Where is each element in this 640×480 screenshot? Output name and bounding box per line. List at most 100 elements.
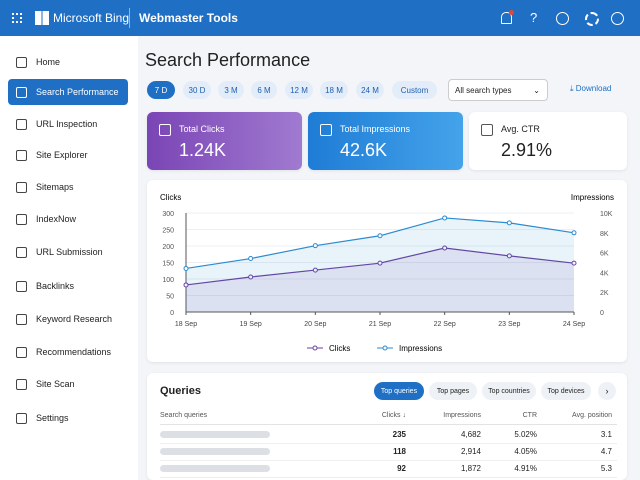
- nav-item[interactable]: Site Explorer: [8, 142, 128, 168]
- point: [377, 233, 383, 239]
- range-button[interactable]: 7 D: [147, 81, 175, 99]
- chart-card: Clicks Impressions 0 50 100 150 200 250 300 0 2K 4K…: [147, 180, 627, 362]
- ctr-card[interactable]: Avg. CTR 2.91%: [469, 112, 627, 170]
- app-launcher[interactable]: [12, 13, 22, 23]
- download-label: Download: [575, 84, 612, 93]
- nav-label: URL Submission: [36, 247, 103, 257]
- query-placeholder: [160, 431, 270, 438]
- card-value: 2.91%: [501, 140, 553, 160]
- nav-item[interactable]: Recommendations: [8, 339, 128, 365]
- range-button[interactable]: 30 D: [183, 81, 211, 99]
- area: [186, 217, 574, 312]
- clicks-card[interactable]: Total Clicks 1.24K: [147, 112, 302, 170]
- tabs-next[interactable]: ›: [598, 382, 616, 400]
- x-tick-label: 23 Sep: [498, 321, 520, 328]
- card-value: 42.6K: [340, 140, 388, 160]
- nav-label: Recommendations: [36, 347, 112, 357]
- brand: Microsoft Bing: [53, 11, 130, 25]
- logo: [35, 11, 49, 25]
- y-tick-label: 200: [162, 244, 174, 251]
- divider: [160, 460, 617, 461]
- feedback[interactable]: [556, 12, 569, 25]
- notifications[interactable]: [501, 12, 512, 24]
- cell: 4.91%: [514, 464, 537, 473]
- x-tick-label: 20 Sep: [304, 321, 326, 328]
- nav-label: Home: [36, 57, 61, 67]
- nav-item[interactable]: Keyword Research: [8, 306, 128, 332]
- x-tick-label: 18 Sep: [175, 321, 197, 328]
- nav-label: Backlinks: [36, 281, 75, 291]
- download[interactable]: ⤓ Download: [570, 84, 612, 93]
- y-tick-label: 50: [166, 294, 174, 301]
- legend-marker: [312, 345, 318, 351]
- y2-tick-label: 4K: [600, 270, 609, 277]
- divider: [160, 424, 617, 425]
- nav-item[interactable]: Search Performance: [8, 79, 128, 105]
- point: [377, 260, 383, 266]
- area: [186, 247, 574, 312]
- point: [506, 253, 512, 259]
- y2-axis-title: Impressions: [571, 193, 614, 202]
- y2-tick-label: 8K: [600, 231, 609, 238]
- y2-tick-label: 2K: [600, 290, 609, 297]
- divider: [160, 443, 617, 444]
- dropdown-value: All search types: [455, 86, 512, 95]
- impressions-card[interactable]: Total Impressions 42.6K: [308, 112, 463, 170]
- point: [183, 265, 189, 271]
- point: [442, 245, 448, 251]
- query-tab[interactable]: Top pages: [429, 382, 477, 400]
- page-title: Search Performance: [145, 50, 311, 70]
- query-tab[interactable]: Top queries: [374, 382, 424, 400]
- settings-icon[interactable]: [585, 12, 599, 26]
- column-header: CTR: [522, 412, 537, 419]
- account[interactable]: [611, 12, 624, 25]
- point: [312, 243, 318, 249]
- nav-label: Keyword Research: [36, 314, 113, 324]
- range-button[interactable]: 3 M: [218, 81, 244, 99]
- nav-label: URL Inspection: [36, 119, 98, 129]
- range-button[interactable]: 12 M: [285, 81, 313, 99]
- y2-tick-label: 6K: [600, 251, 609, 258]
- query-tab[interactable]: Top devices: [541, 382, 591, 400]
- nav-item[interactable]: Site Scan: [8, 371, 128, 397]
- point: [571, 230, 577, 236]
- column-header[interactable]: Clicks ↓: [381, 412, 406, 419]
- help[interactable]: ?: [530, 10, 538, 25]
- nav-item[interactable]: Home: [8, 49, 128, 75]
- column-header: Avg. position: [572, 412, 612, 419]
- card-label: Avg. CTR: [501, 124, 540, 134]
- column-header: Impressions: [443, 412, 481, 419]
- cell: 92: [397, 464, 406, 473]
- product: Webmaster Tools: [139, 11, 238, 25]
- nav-item[interactable]: URL Submission: [8, 239, 128, 265]
- card-label: Total Impressions: [340, 124, 411, 134]
- cell: 5.3: [600, 464, 612, 473]
- nav-item[interactable]: IndexNow: [8, 206, 128, 232]
- legend-label: Impressions: [399, 344, 442, 353]
- divider: [160, 477, 617, 478]
- x-tick-label: 19 Sep: [240, 321, 262, 328]
- point: [571, 260, 577, 266]
- cell: 4.05%: [514, 447, 537, 456]
- range-button[interactable]: 18 M: [320, 81, 348, 99]
- y2-tick-label: 0: [600, 310, 604, 317]
- chart: Clicks Impressions 0 50 100 150 200 250 300 0 2K 4K…: [160, 193, 614, 353]
- nav-label: IndexNow: [36, 214, 77, 224]
- y2-tick-label: 10K: [600, 211, 613, 218]
- nav-item[interactable]: URL Inspection: [8, 111, 128, 137]
- nav-item[interactable]: Sitemaps: [8, 174, 128, 200]
- search-type-dropdown[interactable]: All search types ⌄: [448, 79, 548, 101]
- nav-item[interactable]: Settings: [8, 405, 128, 431]
- x-tick-label: 21 Sep: [369, 321, 391, 328]
- nav-item[interactable]: Backlinks: [8, 273, 128, 299]
- query-tab[interactable]: Top countries: [482, 382, 536, 400]
- range-button[interactable]: 6 M: [251, 81, 277, 99]
- card-value: 1.24K: [179, 140, 227, 160]
- point: [248, 274, 254, 280]
- range-button[interactable]: Custom: [392, 81, 437, 99]
- point: [312, 267, 318, 273]
- range-button[interactable]: 24 M: [356, 81, 384, 99]
- cell: 118: [393, 447, 406, 456]
- y-tick-label: 250: [162, 228, 174, 235]
- point: [506, 220, 512, 226]
